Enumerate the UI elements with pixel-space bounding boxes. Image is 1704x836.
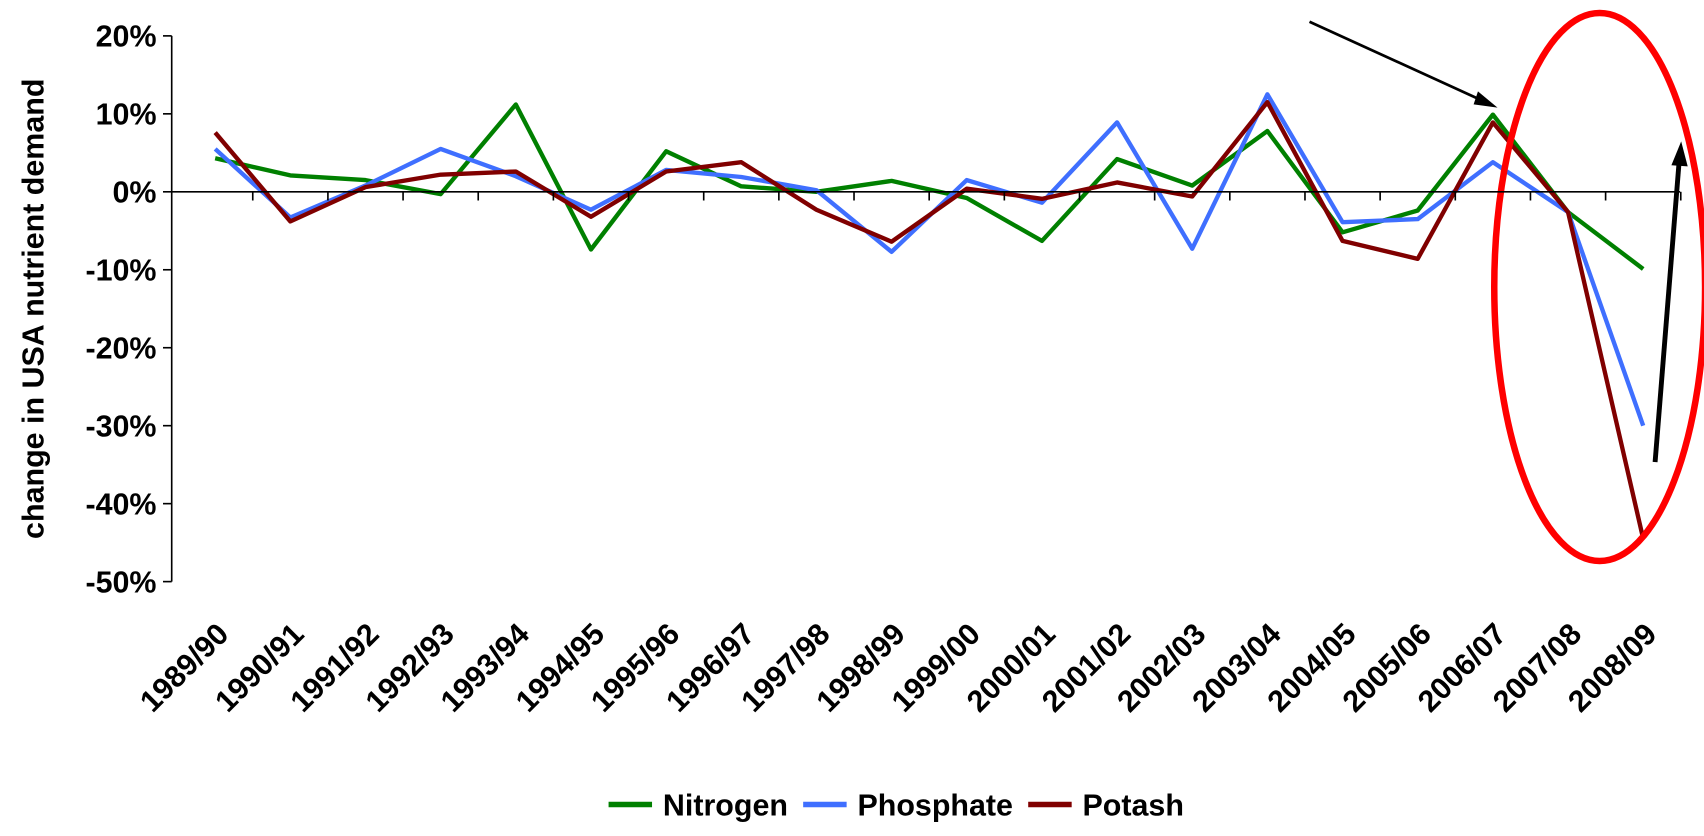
legend-label: Nitrogen xyxy=(663,788,788,822)
y-axis-label: change in USA nutrient demand xyxy=(16,79,50,539)
y-tick-label: -40% xyxy=(85,488,156,522)
highlight-ellipse xyxy=(1491,9,1704,565)
y-tick-label: -30% xyxy=(85,410,156,444)
y-tick-label: 20% xyxy=(96,20,157,54)
series-line xyxy=(213,99,1646,540)
series-line xyxy=(213,92,1646,427)
y-tick-label: 0% xyxy=(113,176,157,210)
legend-label: Phosphate xyxy=(857,788,1012,822)
plot xyxy=(213,92,1646,540)
legend: Nitrogen Phosphate Potash xyxy=(608,788,1184,822)
y-tick-label: 10% xyxy=(96,98,157,132)
y-tick-label: -10% xyxy=(85,254,156,288)
annotation-arrows xyxy=(1308,20,1688,463)
series-line xyxy=(214,102,1645,271)
legend-label: Potash xyxy=(1083,788,1184,822)
y-tick-label: -20% xyxy=(85,332,156,366)
y-tick-label: -50% xyxy=(85,565,156,599)
